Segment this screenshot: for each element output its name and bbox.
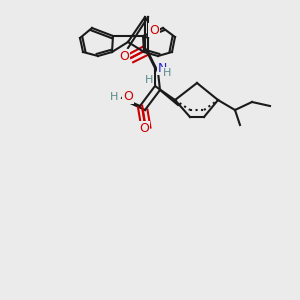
Text: O: O <box>139 122 149 134</box>
Text: H: H <box>110 92 118 102</box>
Text: N: N <box>158 61 167 74</box>
Text: O: O <box>149 23 159 37</box>
Text: O: O <box>123 91 133 103</box>
Text: H: H <box>145 75 153 85</box>
Text: H: H <box>163 68 171 78</box>
Text: O: O <box>119 50 129 62</box>
